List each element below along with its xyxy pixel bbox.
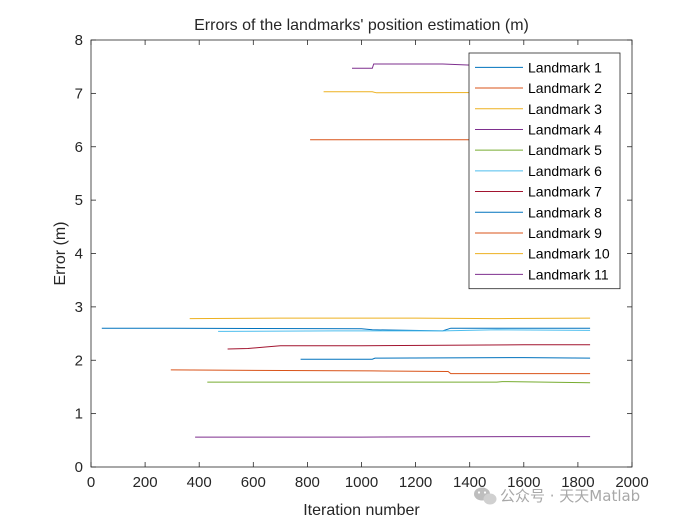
x-tick-label: 800 <box>295 474 320 491</box>
x-tick-label: 1800 <box>561 474 594 491</box>
legend-entry: Landmark 5 <box>528 142 602 158</box>
y-tick-label: 0 <box>75 459 83 476</box>
legend-entry: Landmark 10 <box>528 246 610 262</box>
legend-entry: Landmark 2 <box>528 80 602 96</box>
y-tick-label: 7 <box>75 85 83 102</box>
tick-labels: 0 200 400 600 800 1000 1200 1400 1600 1800 2000 0 1 2… <box>75 32 649 491</box>
series-line-5 <box>207 381 591 384</box>
y-tick-label: 2 <box>75 352 83 369</box>
series-line-10 <box>189 317 591 320</box>
series-line-11 <box>195 436 591 438</box>
y-tick-label: 1 <box>75 406 83 423</box>
x-tick-label: 200 <box>133 474 158 491</box>
watermark: 公众号 · 天天Matlab <box>474 487 640 505</box>
legend: Landmark 1 Landmark 2 Landmark 3 Landmark 4… <box>468 52 621 290</box>
y-tick-label: 5 <box>75 192 83 209</box>
x-tick-label: 1200 <box>399 474 432 491</box>
y-tick-label: 8 <box>75 32 83 49</box>
x-tick-label: 0 <box>87 474 95 491</box>
axes <box>90 39 633 468</box>
y-tick-label: 4 <box>75 246 83 263</box>
wechat-icon <box>474 487 497 505</box>
legend-entry: Landmark 6 <box>528 163 602 179</box>
x-tick-label: 1400 <box>453 474 486 491</box>
legend-entry: Landmark 4 <box>528 121 602 137</box>
legend-entry: Landmark 11 <box>528 266 609 282</box>
y-tick-label: 3 <box>75 299 83 316</box>
x-tick-label: 1000 <box>345 474 378 491</box>
y-axis-label: Error (m) <box>52 222 69 286</box>
series-layer <box>101 63 591 438</box>
series-line-6 <box>218 329 591 332</box>
x-axis-label: Iteration number <box>303 502 420 519</box>
series-line-1 <box>101 327 591 332</box>
series-line-7 <box>227 344 591 350</box>
legend-entry: Landmark 8 <box>528 204 602 220</box>
legend-entry: Landmark 9 <box>528 225 602 241</box>
x-tick-label: 1600 <box>507 474 540 491</box>
legend-entry: Landmark 3 <box>528 101 602 117</box>
legend-entry: Landmark 1 <box>528 59 602 75</box>
y-tick-label: 6 <box>75 139 83 156</box>
watermark-text: 公众号 · 天天Matlab <box>500 487 640 505</box>
series-line-8 <box>300 357 591 360</box>
chart-title: Errors of the landmarks' position estima… <box>194 17 529 34</box>
x-tick-label: 2000 <box>615 474 648 491</box>
x-tick-label: 400 <box>187 474 212 491</box>
series-line-9 <box>170 369 591 375</box>
legend-entry: Landmark 7 <box>528 184 602 200</box>
x-tick-label: 600 <box>241 474 266 491</box>
